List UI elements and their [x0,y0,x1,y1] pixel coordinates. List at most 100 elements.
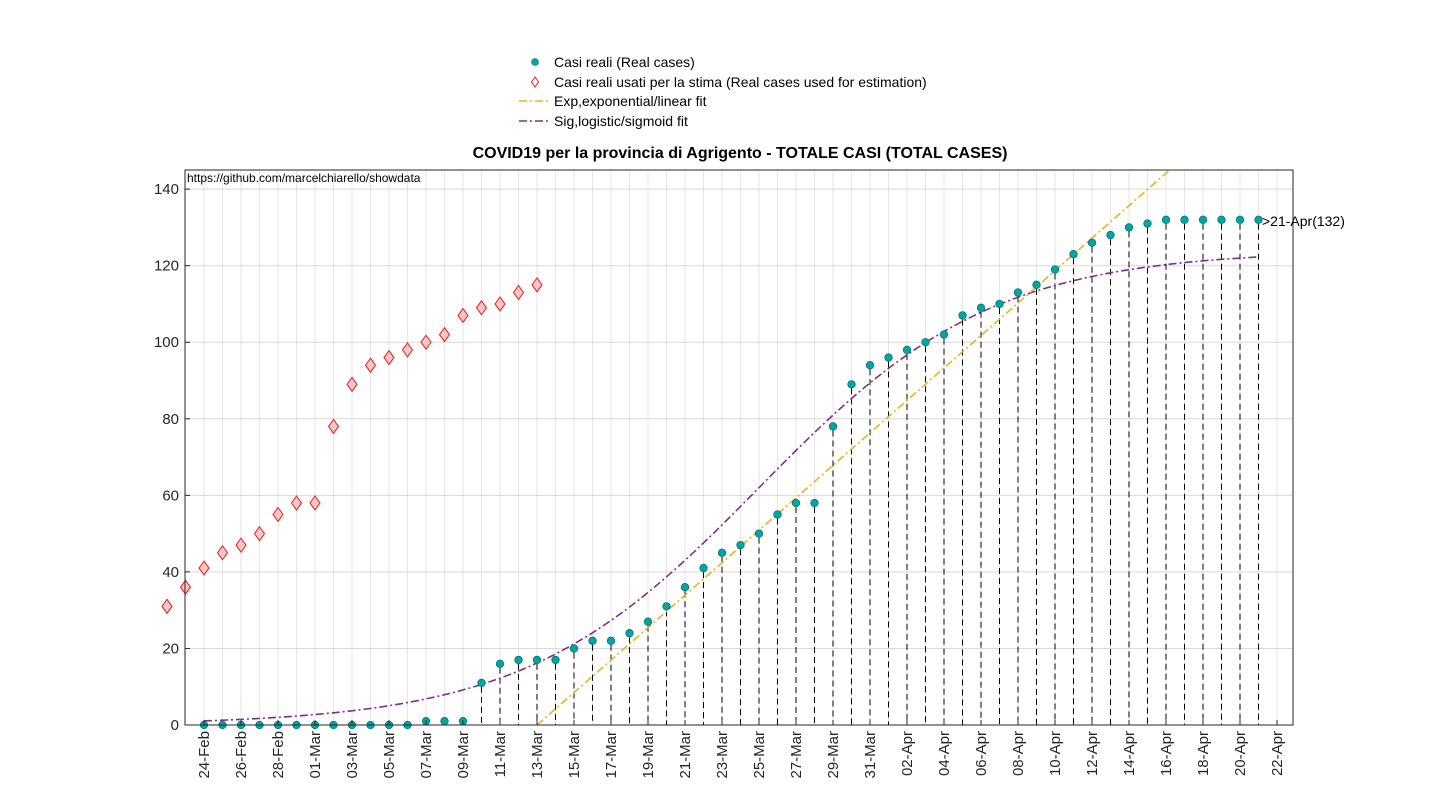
real-case-point [736,540,745,550]
legend: Casi reali (Real cases) Casi reali usati… [519,54,927,129]
real-case-point [625,628,634,638]
source-note: https://github.com/marcelchiarello/showd… [187,171,421,185]
real-case-point [588,636,597,645]
real-case-point [662,602,671,611]
x-tick-label: 02-Apr [899,731,916,776]
estimation-diamond-marker [531,276,543,293]
estimation-diamond-marker [253,525,266,542]
x-tick-label: 16-Apr [1158,731,1175,776]
y-tick-label: 20 [162,640,179,657]
real-case-point [754,529,764,538]
estimation-diamond-marker [512,284,525,301]
legend-item-estimation-cases: Casi reali usati per la stima (Real case… [530,74,927,90]
y-tick-label: 120 [154,258,179,275]
estimation-diamond-marker [494,296,506,312]
x-tick-label: 11-Mar [492,731,509,777]
x-tick-label: 10-Apr [1047,731,1064,776]
real-case-point [921,338,930,347]
estimation-diamond-marker [327,418,340,435]
estimation-diamond-marker [401,342,414,358]
real-case-point [717,548,727,557]
grid [185,170,1293,725]
estimation-diamond-marker [438,326,451,343]
x-tick-label: 15-Mar [566,731,583,779]
real-case-point [495,659,505,668]
legend-item-sigmoid-fit: Sig,logistic/sigmoid fit [519,113,688,129]
real-case-point [1032,280,1041,289]
fit-lines [203,170,1259,725]
real-case-point [1106,230,1115,240]
x-tick-label: 04-Apr [936,731,953,776]
real-case-point [532,655,542,665]
real-case-point [939,330,949,339]
x-tick-label: 01-Mar [307,731,324,779]
real-case-point [828,422,838,431]
real-case-point [680,583,690,592]
estimation-diamond-marker [475,299,488,316]
x-tick-label: 31-Mar [862,731,879,779]
estimation-diamond-marker [420,334,432,351]
x-tick-label: 25-Mar [751,731,768,779]
real-case-point [791,498,801,508]
x-tick-label: 03-Mar [344,731,361,779]
legend-label: Casi reali (Real cases) [554,54,695,70]
x-tick-label: 22-Apr [1269,731,1286,776]
x-tick-label: 21-Mar [677,731,694,779]
real-case-point [976,303,986,312]
estimation-diamond-marker [235,537,247,553]
estimation-diamond-marker [364,357,377,374]
real-case-point [1254,215,1263,224]
markers [161,215,1263,730]
real-case-point [902,345,912,355]
real-case-point [1050,265,1060,274]
x-tick-label: 17-Mar [603,731,620,779]
legend-circle-marker [531,58,539,66]
estimation-diamond-marker [216,544,229,561]
real-case-point [551,655,560,665]
x-tick-label: 23-Mar [714,731,731,779]
real-case-point [958,311,967,320]
real-case-point [1143,219,1152,228]
x-tick-label: 08-Apr [1010,731,1027,776]
estimation-diamond-marker [383,349,395,366]
x-tick-label: 09-Mar [455,731,472,779]
estimation-diamond-marker [198,560,210,576]
legend-item-real-cases: Casi reali (Real cases) [531,54,695,70]
real-case-point [1198,215,1208,224]
real-case-point [1069,250,1078,259]
legend-label: Sig,logistic/sigmoid fit [554,113,688,129]
y-tick-label: 0 [171,717,179,734]
estimation-diamond-marker [161,598,173,615]
y-tick-label: 140 [154,181,179,198]
real-case-point [1013,288,1023,297]
y-tick-label: 40 [162,564,179,581]
real-case-point [810,498,819,508]
linear-fit-line [536,170,1171,725]
real-case-point [699,563,708,573]
x-tick-label: 05-Mar [381,731,398,779]
estimation-diamond-marker [309,495,321,511]
real-case-point [1161,215,1171,224]
x-tick-label: 27-Mar [788,731,805,779]
real-case-point [847,380,856,389]
legend-label: Casi reali usati per la stima (Real case… [554,74,927,90]
real-case-point [1124,223,1134,232]
plot-area-frame [184,169,1294,726]
x-tick-label: 26-Feb [233,731,250,779]
x-tick-label: 07-Mar [418,731,435,779]
estimation-diamond-marker [290,495,303,511]
x-tick-label: 24-Feb [196,731,213,779]
x-tick-label: 12-Apr [1084,731,1101,776]
real-case-point [440,717,449,726]
x-tick-label: 20-Apr [1232,731,1249,776]
x-axis: 24-Feb 26-Feb 28-Feb 01-Mar 03-Mar 05-Mar 07-M… [196,720,1286,779]
y-tick-label: 80 [162,411,179,428]
sigmoid-fit-line [203,256,1259,722]
y-tick-label: 100 [154,334,179,351]
x-tick-label: 19-Mar [640,731,657,779]
x-tick-label: 14-Apr [1121,731,1138,776]
legend-diamond-marker [530,76,540,88]
real-case-point [1217,215,1226,224]
y-axis: 0 20 40 60 80 100 120 140 [154,181,190,734]
real-case-point [569,644,579,653]
